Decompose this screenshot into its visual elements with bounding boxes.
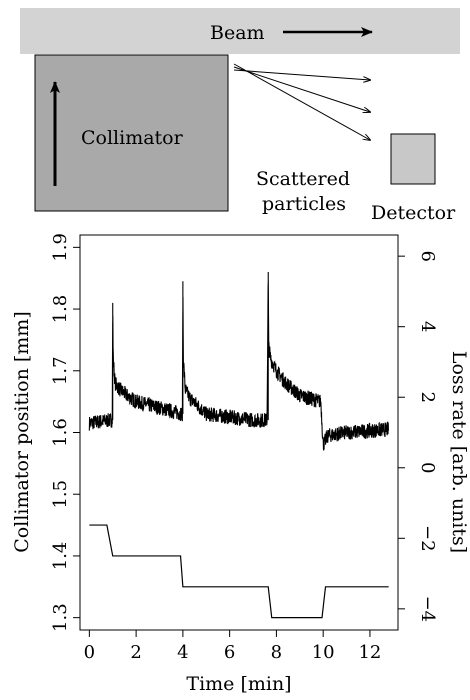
right-tick-label: 4: [417, 321, 438, 332]
left-tick-label: 1.5: [50, 480, 71, 509]
schematic: Beam Collimator Scattered particles Dete…: [20, 8, 460, 224]
chart: 1.3 1.4 1.5 1.6 1.7 1.8 1.9 −4 −2 0 2 4 6 0 2 4 6 8 10 12…: [11, 233, 470, 695]
scatter-line-1: [233, 69, 370, 80]
beam-band: [20, 8, 460, 54]
collimator-position-line: [89, 524, 389, 619]
left-tick-label: 1.3: [50, 603, 71, 632]
right-tick-label: −4: [417, 596, 438, 623]
right-tick-label: 6: [417, 250, 438, 261]
left-tick-label: 1.4: [50, 542, 71, 571]
right-tick-label: 2: [417, 392, 438, 403]
left-tick-label: 1.9: [50, 233, 71, 262]
x-tick-label: 4: [177, 642, 188, 663]
series-layer: [88, 272, 390, 619]
x-axis: 0 2 4 6 8 10 12: [84, 630, 381, 663]
beam-label: Beam: [210, 22, 265, 44]
collimator-block: [34, 54, 229, 212]
left-axis-label: Collimator position [mm]: [11, 311, 33, 552]
detector-block: [390, 133, 436, 185]
left-tick-label: 1.8: [50, 295, 71, 324]
detector-label: Detector: [371, 202, 456, 224]
x-tick-label: 8: [271, 642, 282, 663]
scatter-line-2: [233, 66, 370, 112]
scattered-label-line1: Scattered: [256, 168, 350, 190]
x-tick-label: 6: [224, 642, 235, 663]
x-tick-label: 10: [312, 642, 335, 663]
right-axis: −4 −2 0 2 4 6: [398, 250, 438, 622]
left-tick-label: 1.7: [50, 356, 71, 385]
loss-rate-trace: [88, 272, 390, 451]
scattered-label-line2: particles: [262, 193, 346, 215]
right-tick-label: 0: [417, 462, 438, 473]
collimator-label: Collimator: [81, 127, 184, 149]
left-tick-label: 1.6: [50, 418, 71, 447]
right-axis-label: Loss rate [arb. units]: [448, 351, 470, 553]
x-tick-label: 12: [358, 642, 381, 663]
x-tick-label: 0: [84, 642, 95, 663]
x-tick-label: 2: [130, 642, 141, 663]
left-axis: 1.3 1.4 1.5 1.6 1.7 1.8 1.9: [50, 233, 80, 632]
x-axis-label: Time [min]: [186, 673, 291, 695]
right-tick-label: −2: [417, 525, 438, 552]
scatter-line-3: [233, 63, 370, 140]
